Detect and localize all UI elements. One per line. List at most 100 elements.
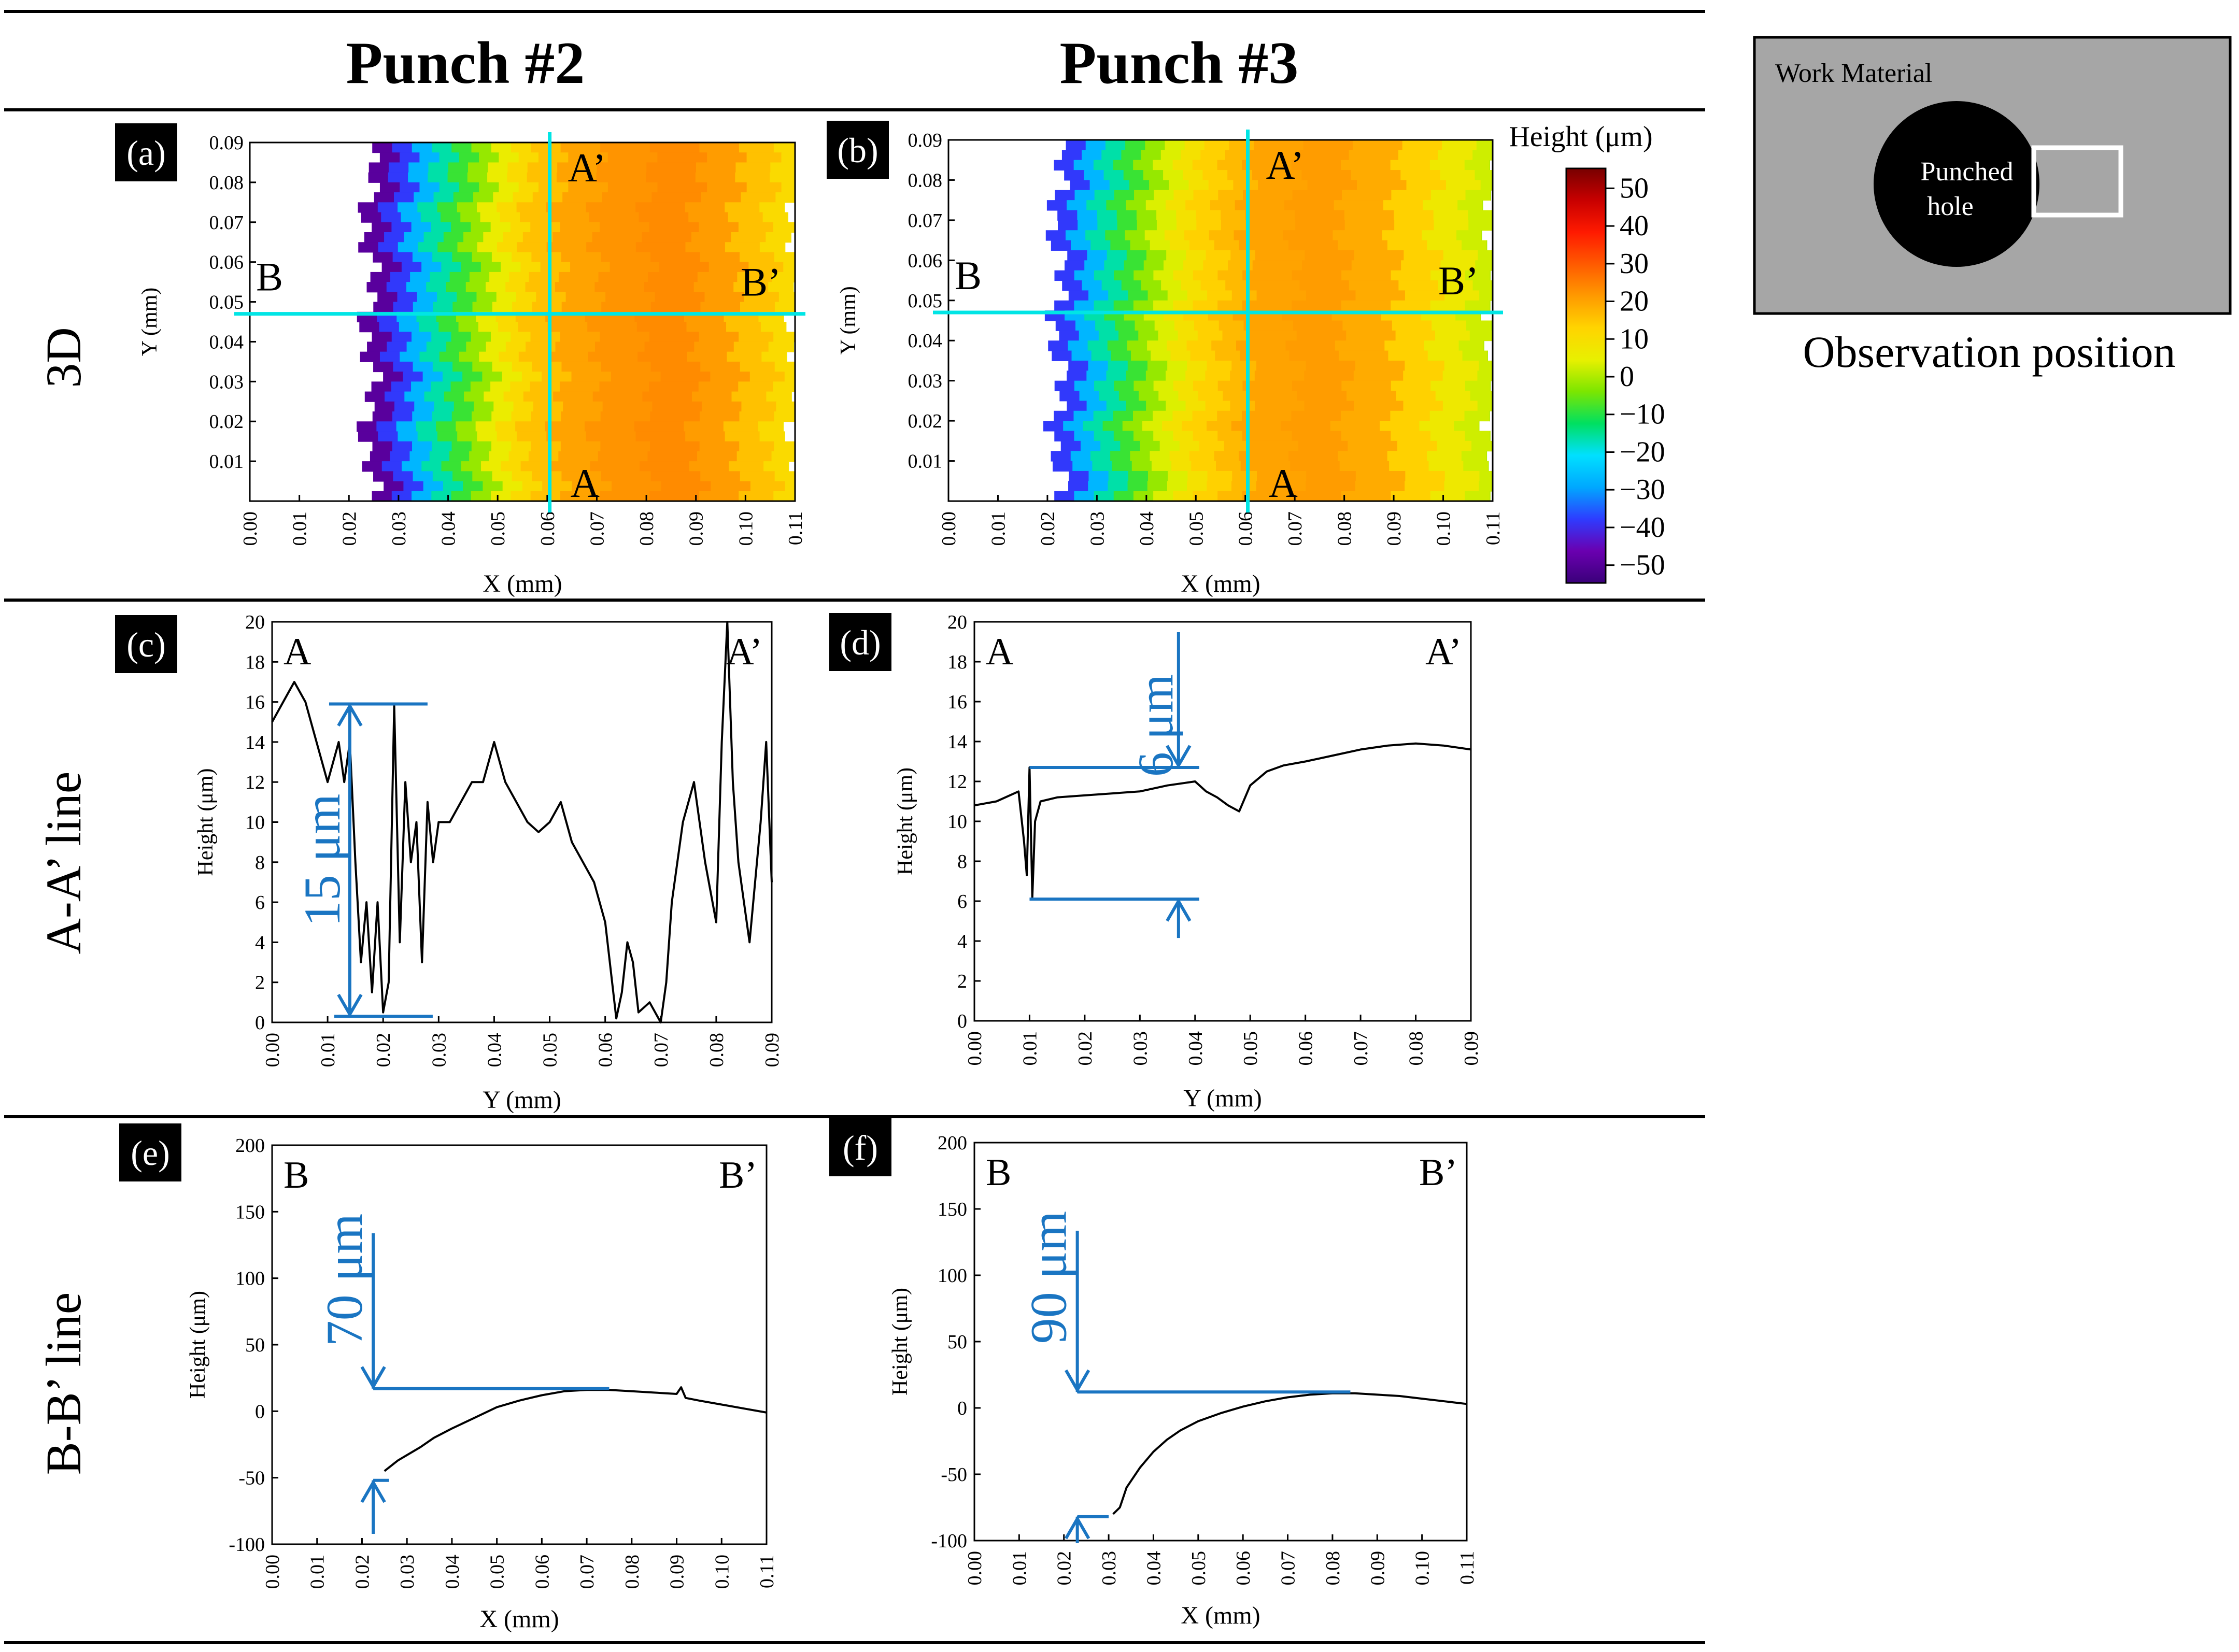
height-cell bbox=[1217, 300, 1243, 311]
height-cell bbox=[600, 441, 651, 452]
height-cell bbox=[493, 192, 514, 203]
height-cell bbox=[364, 391, 386, 402]
height-cell bbox=[442, 372, 463, 382]
x-tick-label: 0.00 bbox=[262, 1555, 284, 1589]
y-tick-label: 20 bbox=[947, 611, 967, 633]
height-cell bbox=[499, 182, 520, 193]
height-cell bbox=[761, 351, 787, 362]
height-cell bbox=[454, 401, 475, 412]
height-cell bbox=[477, 431, 498, 442]
height-cell bbox=[522, 481, 543, 492]
height-cell bbox=[429, 451, 450, 462]
height-cell bbox=[733, 282, 769, 293]
height-cell bbox=[774, 411, 795, 422]
height-cell bbox=[1206, 250, 1231, 261]
height-cell bbox=[1217, 491, 1243, 501]
height-cell bbox=[784, 242, 786, 253]
height-cell bbox=[392, 143, 413, 153]
height-cell bbox=[460, 212, 481, 223]
height-cell bbox=[1292, 491, 1342, 501]
height-cell bbox=[774, 361, 795, 373]
height-cell bbox=[1193, 380, 1219, 392]
height-cell bbox=[432, 411, 453, 422]
height-cell bbox=[417, 431, 438, 442]
height-cell bbox=[587, 322, 638, 333]
height-cell bbox=[428, 172, 449, 183]
height-cell bbox=[1497, 280, 1498, 291]
height-cell bbox=[1387, 451, 1428, 462]
height-cell bbox=[695, 172, 736, 183]
height-cell bbox=[740, 302, 776, 312]
annotation-e: 70 μm bbox=[316, 1214, 610, 1534]
height-cell bbox=[431, 143, 452, 153]
height-cell bbox=[479, 182, 500, 193]
height-cell bbox=[1100, 440, 1121, 452]
height-cell bbox=[726, 322, 762, 333]
height-cell bbox=[1429, 410, 1466, 422]
height-cell bbox=[398, 431, 419, 442]
height-cell bbox=[1434, 220, 1469, 231]
height-cell bbox=[1190, 350, 1216, 361]
height-cell bbox=[497, 202, 518, 213]
height-cell bbox=[1438, 280, 1473, 291]
x-tick-label: 0.05 bbox=[1188, 1551, 1210, 1586]
height-cell bbox=[784, 202, 785, 213]
height-cell bbox=[774, 302, 795, 312]
height-cell bbox=[1489, 410, 1490, 422]
height-cell bbox=[545, 421, 586, 432]
height-cell bbox=[507, 172, 528, 183]
height-cell bbox=[1054, 270, 1075, 281]
height-cell bbox=[516, 202, 547, 213]
height-cell bbox=[1068, 360, 1089, 372]
height-cell bbox=[746, 182, 783, 193]
height-cell bbox=[1187, 481, 1208, 492]
height-cell bbox=[1085, 230, 1106, 241]
y-tick-label: 0.02 bbox=[209, 411, 244, 433]
height-cell bbox=[601, 471, 652, 482]
panel-tag-text: (d) bbox=[840, 623, 881, 662]
height-cell bbox=[798, 491, 799, 502]
height-cell bbox=[1133, 270, 1154, 281]
height-cell bbox=[1394, 210, 1435, 221]
height-cell bbox=[650, 361, 701, 373]
height-cell bbox=[1183, 170, 1203, 181]
height-cell bbox=[483, 481, 504, 492]
height-cell bbox=[737, 272, 773, 283]
x-tick-label: 0.03 bbox=[1098, 1551, 1120, 1586]
x-tick-label: 0.07 bbox=[1350, 1031, 1372, 1066]
panel-tag-text: (c) bbox=[126, 625, 165, 664]
x-tick-label: 0.11 bbox=[785, 511, 806, 545]
height-cell bbox=[505, 282, 527, 293]
height-cell bbox=[1391, 270, 1432, 281]
height-cell bbox=[649, 222, 700, 233]
height-cell bbox=[496, 292, 517, 303]
y-tick-label: 100 bbox=[235, 1268, 265, 1290]
height-cell bbox=[559, 381, 600, 392]
height-cell bbox=[1094, 380, 1115, 392]
x-tick-label: 0.01 bbox=[317, 1033, 339, 1067]
height-cell bbox=[372, 491, 393, 501]
height-cell bbox=[1446, 180, 1482, 191]
x-tick-label: 0.08 bbox=[706, 1033, 728, 1067]
height-cell bbox=[1207, 481, 1232, 492]
height-cell bbox=[411, 381, 432, 392]
y-tick-label: 150 bbox=[235, 1201, 265, 1223]
y-tick-label: 12 bbox=[947, 771, 967, 793]
height-cell bbox=[374, 401, 395, 412]
x-tick-label: 0.07 bbox=[1278, 1551, 1299, 1586]
height-cell bbox=[773, 222, 795, 233]
height-cell bbox=[797, 272, 798, 282]
height-cell bbox=[1396, 391, 1437, 402]
height-cell bbox=[372, 411, 393, 422]
height-cell bbox=[1419, 421, 1455, 432]
y-tick-label: 0.09 bbox=[908, 130, 943, 151]
y-tick-label: 200 bbox=[938, 1132, 967, 1154]
height-cell bbox=[412, 411, 433, 422]
height-cell bbox=[1490, 431, 1491, 442]
height-cell bbox=[1105, 230, 1126, 241]
height-cell bbox=[1395, 330, 1436, 341]
height-cell bbox=[441, 461, 462, 472]
height-cell bbox=[1486, 240, 1487, 251]
height-cell bbox=[585, 421, 635, 432]
height-cell bbox=[773, 381, 795, 392]
